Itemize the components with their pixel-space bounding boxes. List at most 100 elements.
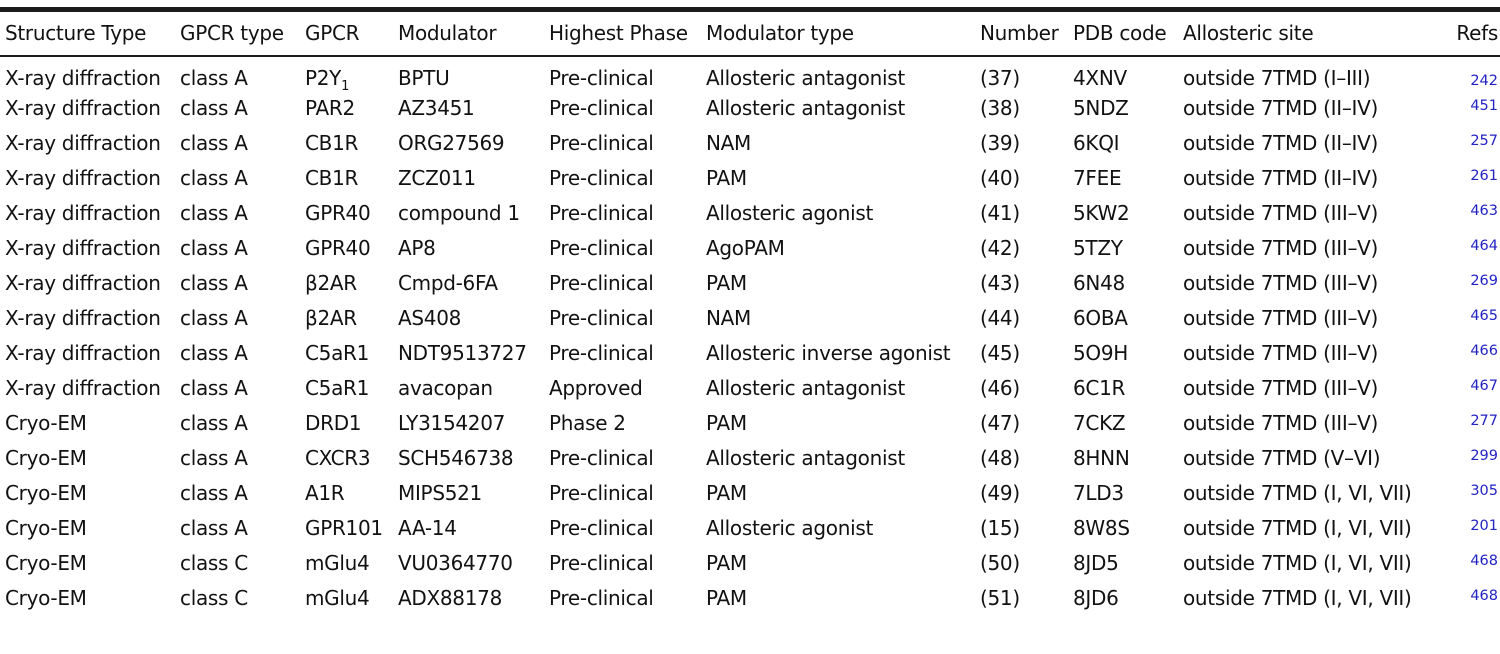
gpcr-subscript: 1: [341, 79, 350, 94]
cell-highest-phase: Pre-clinical: [549, 96, 654, 120]
col-header-pdb-code: PDB code: [1073, 21, 1167, 46]
gpcr-name: DRD1: [305, 411, 362, 435]
cell-modulator: Cmpd-6FA: [398, 271, 498, 295]
reference-citation-link[interactable]: 299: [1470, 447, 1498, 464]
cell-refs: 269: [1435, 266, 1500, 301]
gpcr-name: β2AR: [305, 306, 357, 330]
reference-citation-link[interactable]: 305: [1470, 482, 1498, 499]
cell-gpcr-type: class A: [180, 341, 248, 365]
cell-gpcr: mGlu4: [305, 581, 398, 616]
gpcr-name: β2AR: [305, 271, 357, 295]
cell-number: (41): [980, 201, 1020, 225]
cell-modulator: ORG27569: [398, 131, 505, 155]
reference-citation-link[interactable]: 463: [1470, 202, 1498, 219]
cell-gpcr: P2Y1: [305, 56, 398, 94]
cell-number: (38): [980, 96, 1020, 120]
cell-gpcr: CXCR3: [305, 441, 398, 476]
cell-modulator: AP8: [398, 236, 436, 260]
reference-citation-link[interactable]: 201: [1470, 517, 1498, 534]
cell-highest-phase: Pre-clinical: [549, 306, 654, 330]
cell-highest-phase: Pre-clinical: [549, 236, 654, 260]
reference-citation-link[interactable]: 257: [1470, 132, 1498, 149]
table-row: X-ray diffraction class A CB1R ZCZ011 Pre-cl…: [0, 161, 1500, 196]
table-body: X-ray diffraction class A P2Y1 BPTU Pre-clin…: [0, 56, 1500, 616]
cell-refs: 305: [1435, 476, 1500, 511]
cell-modulator: AS408: [398, 306, 462, 330]
cell-modulator: ZCZ011: [398, 166, 476, 190]
cell-allosteric-site: outside 7TMD (III–V): [1183, 306, 1379, 330]
gpcr-allosteric-modulators-table: Structure Type GPCR type GPCR Modulator …: [0, 7, 1500, 616]
cell-highest-phase: Pre-clinical: [549, 201, 654, 225]
cell-gpcr-type: class A: [180, 96, 248, 120]
gpcr-name: PAR2: [305, 96, 355, 120]
reference-citation-link[interactable]: 242: [1470, 72, 1498, 89]
reference-citation-link[interactable]: 468: [1470, 587, 1498, 604]
cell-highest-phase: Pre-clinical: [549, 516, 654, 540]
cell-gpcr-type: class A: [180, 481, 248, 505]
cell-structure-type: X-ray diffraction: [5, 341, 161, 365]
cell-number: (37): [980, 66, 1020, 90]
table-row: Cryo-EM class A CXCR3 SCH546738 Pre-clinical…: [0, 441, 1500, 476]
cell-number: (43): [980, 271, 1020, 295]
cell-highest-phase: Pre-clinical: [549, 271, 654, 295]
table-row: X-ray diffraction class A PAR2 AZ3451 Pre-cl…: [0, 91, 1500, 126]
cell-gpcr: A1R: [305, 476, 398, 511]
cell-modulator-type: Allosteric antagonist: [706, 66, 905, 90]
cell-refs: 463: [1435, 196, 1500, 231]
reference-citation-link[interactable]: 464: [1470, 237, 1498, 254]
cell-allosteric-site: outside 7TMD (III–V): [1183, 271, 1379, 295]
cell-gpcr: DRD1: [305, 406, 398, 441]
cell-modulator: LY3154207: [398, 411, 506, 435]
cell-allosteric-site: outside 7TMD (I, VI, VII): [1183, 551, 1412, 575]
reference-citation-link[interactable]: 467: [1470, 377, 1498, 394]
cell-number: (15): [980, 516, 1020, 540]
cell-modulator-type: NAM: [706, 131, 751, 155]
reference-citation-link[interactable]: 466: [1470, 342, 1498, 359]
col-header-structure-type: Structure Type: [5, 21, 147, 46]
cell-number: (45): [980, 341, 1020, 365]
cell-refs: 261: [1435, 161, 1500, 196]
cell-allosteric-site: outside 7TMD (III–V): [1183, 201, 1379, 225]
table-row: Cryo-EM class C mGlu4 VU0364770 Pre-clinical…: [0, 546, 1500, 581]
reference-citation-link[interactable]: 451: [1470, 97, 1498, 114]
cell-structure-type: Cryo-EM: [5, 516, 87, 540]
cell-modulator: VU0364770: [398, 551, 513, 575]
cell-structure-type: X-ray diffraction: [5, 201, 161, 225]
cell-number: (42): [980, 236, 1020, 260]
col-header-refs: Refs: [1456, 21, 1498, 46]
cell-pdb-code: 5O9H: [1073, 341, 1129, 365]
cell-allosteric-site: outside 7TMD (I, VI, VII): [1183, 516, 1412, 540]
reference-citation-link[interactable]: 261: [1470, 167, 1498, 184]
table-row: X-ray diffraction class A GPR40 AP8 Pre-clin…: [0, 231, 1500, 266]
cell-modulator-type: PAM: [706, 166, 747, 190]
table-row: Cryo-EM class C mGlu4 ADX88178 Pre-clinical P…: [0, 581, 1500, 616]
gpcr-name: C5aR1: [305, 376, 370, 400]
table-row: X-ray diffraction class A P2Y1 BPTU Pre-clin…: [0, 56, 1500, 94]
cell-refs: 465: [1435, 301, 1500, 336]
cell-number: (39): [980, 131, 1020, 155]
cell-pdb-code: 8JD5: [1073, 551, 1119, 575]
cell-structure-type: X-ray diffraction: [5, 166, 161, 190]
cell-modulator-type: Allosteric inverse agonist: [706, 341, 951, 365]
cell-gpcr-type: class A: [180, 66, 248, 90]
reference-citation-link[interactable]: 468: [1470, 552, 1498, 569]
cell-allosteric-site: outside 7TMD (I–III): [1183, 66, 1371, 90]
table-header: Structure Type GPCR type GPCR Modulator …: [0, 10, 1500, 56]
table-row: X-ray diffraction class A β2AR AS408 Pre-cli…: [0, 301, 1500, 336]
table-row: X-ray diffraction class A CB1R ORG27569 Pre-…: [0, 126, 1500, 161]
cell-number: (47): [980, 411, 1020, 435]
cell-refs: 242: [1435, 56, 1500, 91]
cell-number: (50): [980, 551, 1020, 575]
gpcr-name: P2Y: [305, 66, 342, 90]
reference-citation-link[interactable]: 465: [1470, 307, 1498, 324]
cell-highest-phase: Pre-clinical: [549, 446, 654, 470]
cell-gpcr: GPR101: [305, 511, 398, 546]
header-row: Structure Type GPCR type GPCR Modulator …: [0, 10, 1500, 56]
cell-refs: 451: [1435, 91, 1500, 126]
cell-structure-type: X-ray diffraction: [5, 96, 161, 120]
cell-allosteric-site: outside 7TMD (I, VI, VII): [1183, 586, 1412, 610]
reference-citation-link[interactable]: 269: [1470, 272, 1498, 289]
reference-citation-link[interactable]: 277: [1470, 412, 1498, 429]
cell-structure-type: Cryo-EM: [5, 586, 87, 610]
cell-gpcr: GPR40: [305, 231, 398, 266]
